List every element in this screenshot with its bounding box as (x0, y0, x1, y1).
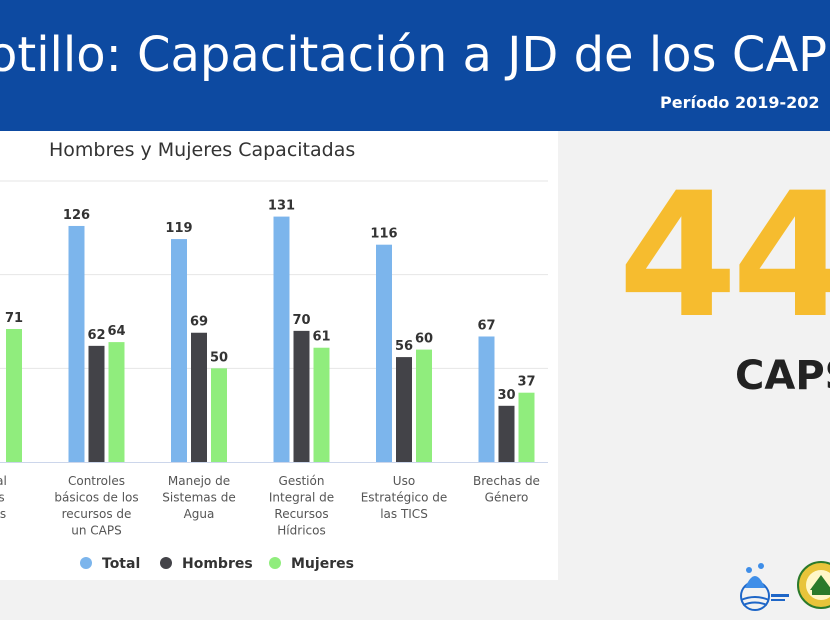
chart-title: Hombres y Mujeres Capacitadas (49, 139, 356, 161)
x-tick-label-0-1: uas (0, 491, 5, 505)
bar-mujeres-1 (108, 342, 125, 462)
data-label-mujeres-5: 37 (517, 375, 535, 390)
bar-hombres-3 (293, 330, 310, 462)
x-tick-label-2-1: Sistemas de (162, 491, 235, 505)
period-subtitle: Período 2019-202 (660, 93, 820, 112)
page-title: otillo: Capacitación a JD de los CAP (0, 27, 828, 83)
legend-marker-total (80, 557, 92, 569)
x-tick-label-3-3: Hídricos (277, 524, 325, 538)
data-label-hombres-3: 70 (292, 313, 310, 328)
data-label-mujeres-2: 50 (210, 350, 228, 365)
bar-total-2 (171, 239, 187, 462)
bar-mujeres-5 (518, 392, 535, 462)
data-label-hombres-4: 56 (395, 339, 413, 354)
data-label-mujeres-4: 60 (415, 332, 433, 347)
data-label-mujeres-3: 61 (312, 330, 330, 345)
bar-hombres-5 (498, 405, 515, 462)
data-label-total-1: 126 (63, 208, 90, 223)
bar-mujeres-3 (313, 347, 330, 462)
x-tick-label-1-3: un CAPS (71, 524, 121, 538)
x-tick-label-0-2: ales (0, 507, 6, 521)
header-banner: otillo: Capacitación a JD de los CAP Per… (0, 0, 830, 131)
data-label-hombres-2: 69 (190, 315, 208, 330)
bar-total-1 (68, 225, 85, 462)
bar-hombres-2 (191, 332, 207, 462)
data-label-total-3: 131 (268, 199, 295, 214)
x-tick-label-3-2: Recursos (274, 507, 328, 521)
x-tick-label-1-1: básicos de los (54, 491, 138, 505)
data-label-mujeres-0: 71 (5, 311, 23, 326)
x-tick-label-1-0: Controles (68, 474, 125, 488)
x-tick-label-2-2: Agua (184, 507, 215, 521)
x-tick-label-1-2: recursos de (62, 507, 132, 521)
caps-label: CAPS (735, 353, 830, 399)
simas-logo-icon (797, 561, 830, 609)
data-label-mujeres-1: 64 (107, 324, 125, 339)
data-label-hombres-1: 62 (87, 328, 105, 343)
legend-marker-mujeres (269, 557, 281, 569)
data-label-total-4: 116 (370, 227, 397, 242)
x-tick-label-4-0: Uso (393, 474, 415, 488)
data-label-total-2: 119 (165, 221, 192, 236)
x-tick-label-4-1: Estratégico de (361, 491, 448, 505)
bar-mujeres-2 (211, 368, 227, 462)
bar-hombres-1 (88, 345, 105, 462)
bar-mujeres-4 (416, 349, 432, 462)
caps-count: 44 (618, 155, 830, 356)
legend-label-mujeres: Mujeres (291, 556, 354, 572)
x-tick-label-4-2: las TICS (380, 507, 428, 521)
legend-label-total: Total (102, 556, 140, 572)
bar-total-4 (376, 244, 392, 462)
legend-label-hombres: Hombres (182, 556, 253, 572)
bar-total-3 (273, 216, 290, 462)
data-label-hombres-5: 30 (497, 388, 515, 403)
bar-hombres-4 (396, 357, 412, 462)
x-tick-label-0-0: egal (0, 474, 7, 488)
bar-mujeres-0 (6, 328, 22, 462)
x-tick-label-5-1: Género (485, 491, 529, 505)
water-logo-icon (740, 563, 789, 611)
x-tick-label-3-1: Integral de (269, 491, 334, 505)
x-tick-label-2-0: Manejo de (168, 474, 230, 488)
bar-total-5 (478, 336, 495, 462)
legend-marker-hombres (160, 557, 172, 569)
x-tick-label-5-0: Brechas de (473, 474, 540, 488)
data-label-total-5: 67 (477, 318, 495, 333)
x-tick-label-3-0: Gestión (279, 474, 325, 488)
